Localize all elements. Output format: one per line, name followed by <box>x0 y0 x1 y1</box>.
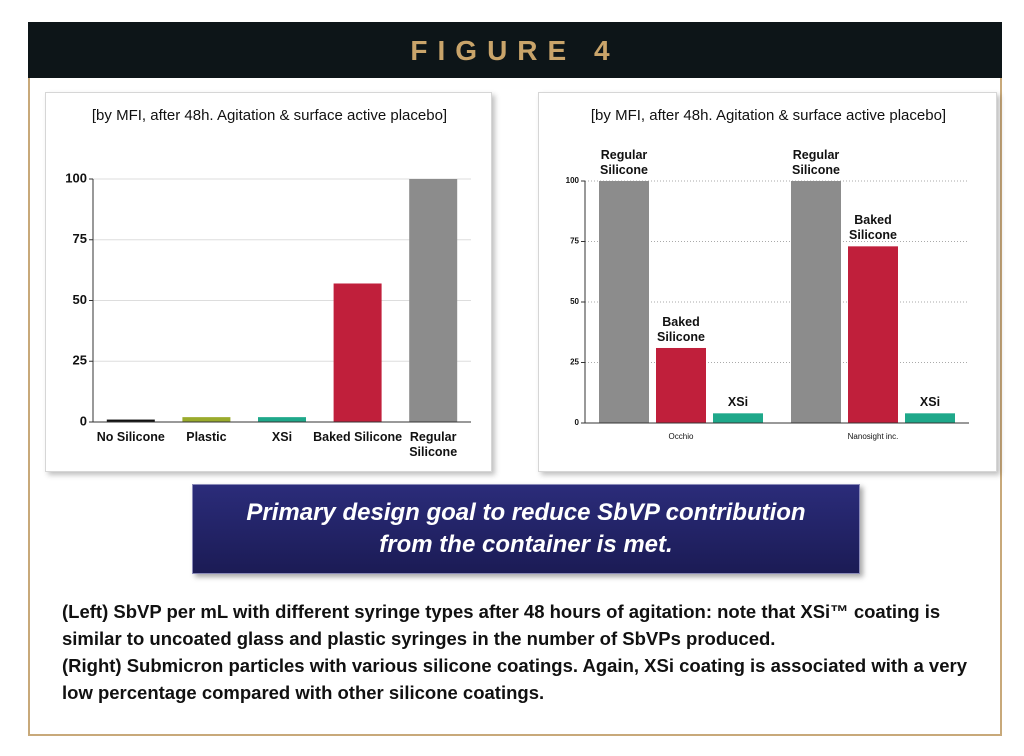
bar-series-label: Regular Silicone <box>600 148 648 177</box>
bar <box>182 417 231 422</box>
figure-title: FIGURE 4 <box>28 22 1002 78</box>
y-tick-label: 0 <box>80 413 87 428</box>
y-tick-label: 100 <box>566 176 580 185</box>
caption-paragraph: (Right) Submicron particles with various… <box>62 655 968 703</box>
caption-paragraph: (Left) SbVP per mL with different syring… <box>62 601 941 649</box>
y-tick-label: 25 <box>570 358 579 367</box>
x-tick-label: No Silicone <box>96 430 165 444</box>
bar <box>333 283 382 422</box>
y-tick-label: 25 <box>73 353 87 368</box>
bar <box>409 179 458 422</box>
bar <box>656 347 706 423</box>
left-chart: [by MFI, after 48h. Agitation & surface … <box>45 92 492 472</box>
caption: (Left) SbVP per mL with different syring… <box>62 598 982 706</box>
bar-series-label: Regular Silicone <box>792 148 840 177</box>
bar-series-label: Baked Silicone <box>849 213 897 243</box>
bar <box>106 419 155 422</box>
bar <box>258 417 306 422</box>
chart-svg: [by MFI, after 48h. Agitation & surface … <box>65 107 471 428</box>
x-tick-label: XSi <box>271 430 293 444</box>
x-tick-label: Nanosight inc. <box>848 432 899 441</box>
bar <box>791 181 841 423</box>
bar-series-label: XSi <box>727 395 749 410</box>
y-tick-label: 75 <box>570 237 579 246</box>
x-tick-label: Occhio <box>669 432 694 441</box>
y-tick-label: 50 <box>570 297 579 306</box>
x-tick-label: Baked Silicone <box>313 430 403 444</box>
bar <box>905 413 955 423</box>
chart-title: [by MFI, after 48h. Agitation & surface … <box>92 107 447 124</box>
chart-title: [by MFI, after 48h. Agitation & surface … <box>591 107 946 124</box>
bar <box>599 181 649 423</box>
y-tick-label: 0 <box>575 418 580 427</box>
chart-svg: [by MFI, after 48h. Agitation & surface … <box>566 107 969 441</box>
bar-series-label: Baked Silicone <box>657 314 705 344</box>
y-tick-label: 100 <box>65 170 87 185</box>
bar <box>713 413 763 423</box>
y-tick-label: 50 <box>73 292 87 307</box>
bar <box>848 246 898 423</box>
x-tick-label: Plastic <box>186 430 227 444</box>
right-chart: [by MFI, after 48h. Agitation & surface … <box>538 92 997 472</box>
x-tick-label: Regular Silicone <box>409 430 458 459</box>
bar-series-label: XSi <box>919 395 941 410</box>
banner: Primary design goal to reduce SbVP contr… <box>192 484 860 574</box>
figure-frame <box>28 22 1002 736</box>
y-tick-label: 75 <box>73 231 87 246</box>
